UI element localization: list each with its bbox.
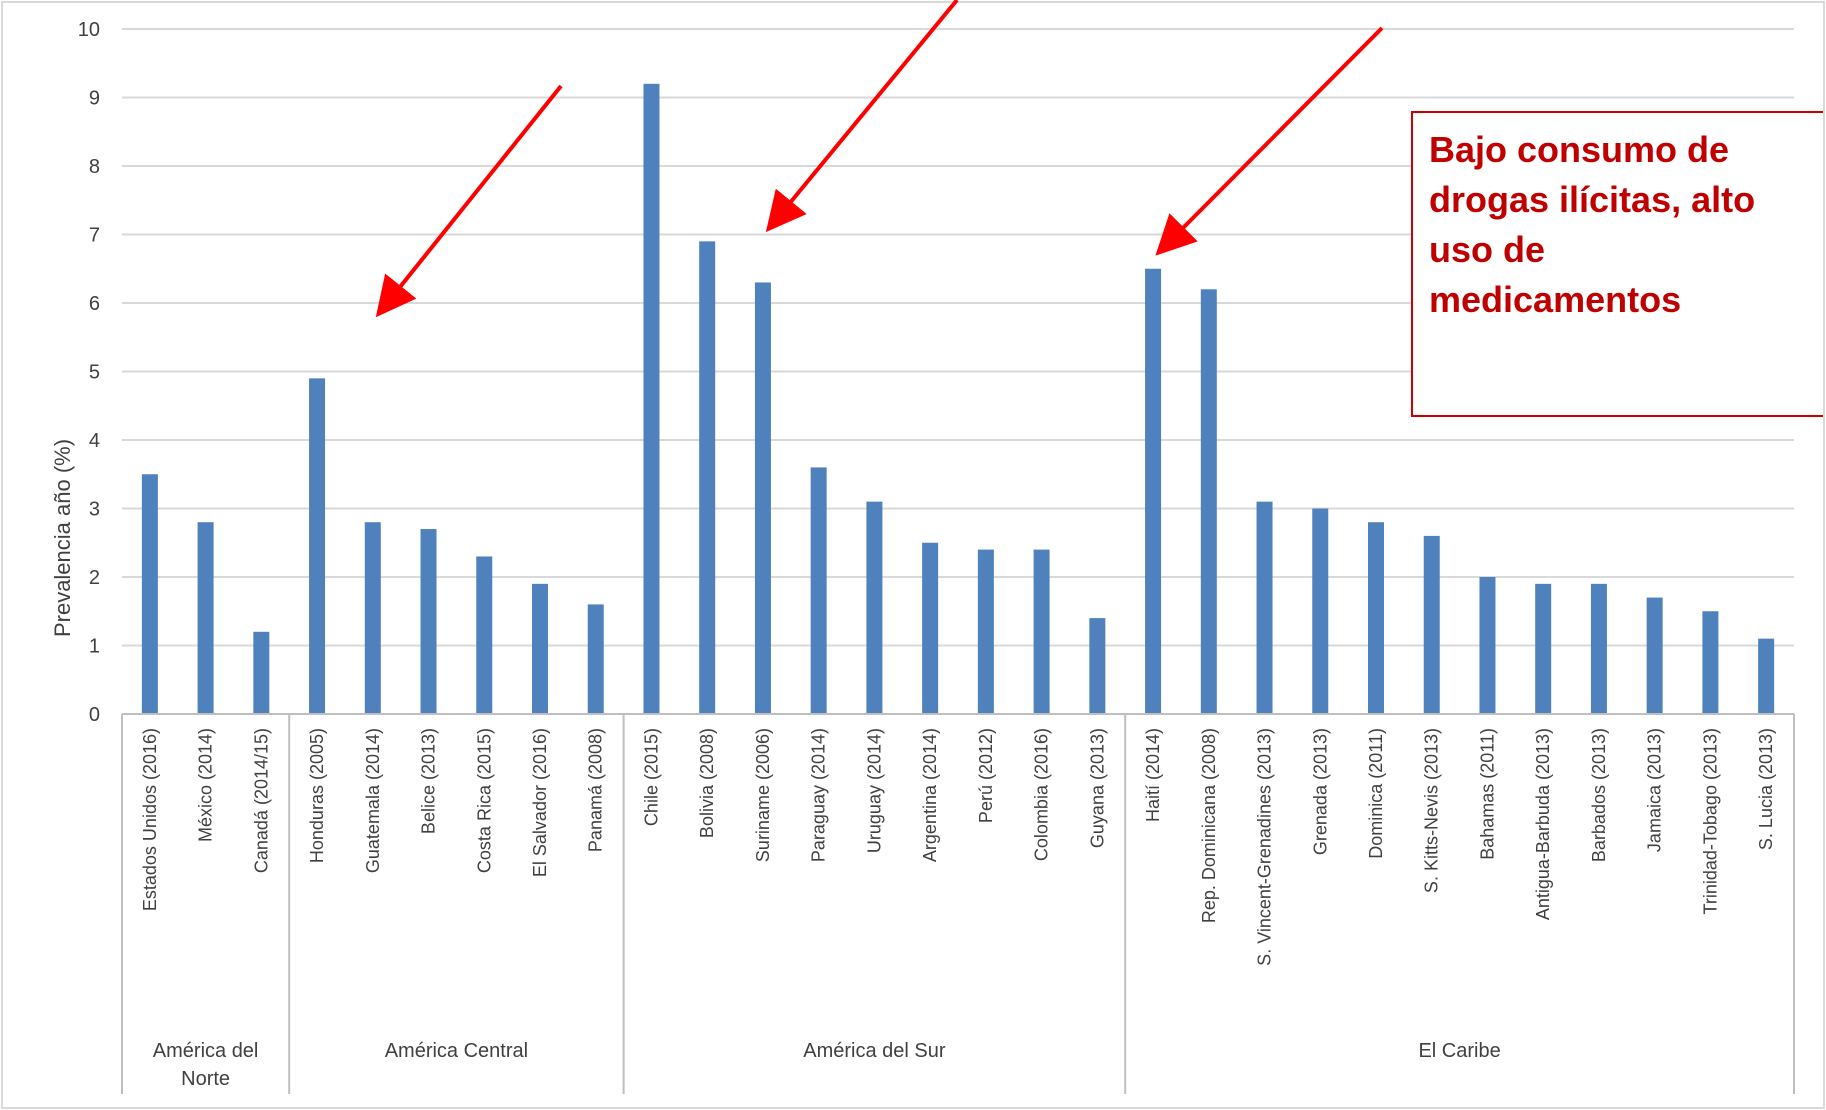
- y-tick-label: 1: [89, 636, 100, 658]
- bar: [810, 467, 827, 714]
- group-label: América del Sur: [803, 1040, 946, 1062]
- bar: [643, 83, 660, 715]
- red-arrow: [1155, 26, 1384, 256]
- x-category-label: Guyana (2013): [1087, 728, 1107, 848]
- bar: [1590, 583, 1607, 714]
- bar: [1535, 583, 1552, 714]
- bar: [141, 474, 158, 714]
- x-category-label: El Salvador (2016): [530, 728, 550, 877]
- bar: [1256, 501, 1273, 714]
- x-category-label: Panamá (2008): [586, 728, 606, 852]
- x-category-label: Haití (2014): [1143, 728, 1163, 822]
- bar: [532, 583, 548, 714]
- bar: [699, 241, 716, 714]
- bar: [1033, 549, 1050, 714]
- bar: [1423, 535, 1440, 714]
- y-tick-label: 5: [89, 362, 100, 384]
- arrows: [375, 0, 1384, 318]
- x-category-label: Colombia (2016): [1032, 728, 1052, 861]
- bar: [476, 556, 493, 714]
- x-category-label: Guatemala (2014): [363, 728, 383, 873]
- x-category-label: Costa Rica (2015): [474, 728, 494, 873]
- bar: [364, 522, 381, 714]
- bar: [1479, 577, 1496, 714]
- y-tick-label: 8: [89, 156, 100, 178]
- red-arrow: [375, 84, 563, 318]
- x-category-label: Estados Unidos (2016): [140, 728, 160, 911]
- x-category-label: Barbados (2013): [1589, 728, 1609, 862]
- bar: [1646, 597, 1663, 714]
- x-category-label: Honduras (2005): [307, 728, 327, 863]
- x-category-label: S. Vincent-Grenadines (2013): [1255, 728, 1275, 966]
- x-category-label: Argentina (2014): [920, 728, 940, 862]
- bar: [420, 529, 437, 714]
- group-label: América Central: [385, 1040, 528, 1062]
- bar: [1702, 611, 1719, 714]
- y-tick-label: 4: [89, 430, 100, 452]
- bar: [922, 542, 939, 714]
- y-tick-label: 0: [89, 704, 100, 726]
- bar: [197, 522, 214, 714]
- bar: [754, 282, 771, 714]
- y-tick-label: 10: [78, 19, 100, 41]
- x-axis-categories: Estados Unidos (2016) México (2014) Canadá…: [140, 728, 1776, 966]
- annotation-callout: Bajo consumo de drogas ilícitas, alto us…: [1411, 111, 1823, 417]
- y-tick-label: 9: [89, 88, 100, 110]
- y-axis-label: Prevalencia año (%): [50, 439, 75, 637]
- group-separators: América del Norte América Central América d…: [121, 713, 1795, 1094]
- bar: [1145, 268, 1162, 714]
- y-tick-label: 2: [89, 567, 100, 589]
- x-category-label: Dominica (2011): [1366, 728, 1386, 859]
- y-tick-label: 7: [89, 225, 100, 247]
- bar: [309, 378, 326, 714]
- bar: [1200, 289, 1217, 714]
- x-category-label: S. Kitts-Nevis (2013): [1422, 728, 1442, 893]
- group-label: El Caribe: [1418, 1040, 1500, 1062]
- y-axis-ticks: 0 1 2 3 4 5 6 7 8 9 10: [78, 19, 100, 726]
- x-category-label: Rep. Dominicana (2008): [1199, 728, 1219, 923]
- bar: [1368, 522, 1384, 714]
- red-arrow: [765, 0, 959, 233]
- x-category-label: Uruguay (2014): [864, 728, 884, 853]
- x-category-label: Paraguay (2014): [809, 728, 829, 862]
- x-category-label: Perú (2012): [976, 728, 996, 823]
- x-category-label: México (2014): [196, 728, 216, 842]
- x-category-label: Bahamas (2011): [1477, 728, 1497, 860]
- bar: [1089, 618, 1106, 714]
- x-category-label: Belice (2013): [419, 728, 439, 834]
- x-category-label: Bolivia (2008): [697, 728, 717, 838]
- x-category-label: Canadá (2014/15): [251, 728, 271, 873]
- x-category-label: Jamaica (2013): [1645, 728, 1665, 852]
- y-tick-label: 3: [89, 499, 100, 521]
- bar: [1312, 508, 1329, 714]
- x-category-label: Chile (2015): [641, 728, 661, 826]
- bar: [253, 631, 270, 714]
- x-category-label: Suriname (2006): [753, 728, 773, 862]
- bar: [977, 549, 994, 714]
- bar: [866, 501, 883, 714]
- x-category-label: Antigua-Barbuda (2013): [1533, 728, 1553, 920]
- x-category-label: S. Lucia (2013): [1756, 728, 1776, 850]
- x-category-label: Grenada (2013): [1310, 728, 1330, 855]
- bars: [141, 83, 1775, 715]
- y-tick-label: 6: [89, 293, 100, 315]
- bar: [1758, 638, 1775, 714]
- x-category-label: Trinidad-Tobago (2013): [1700, 728, 1720, 914]
- bar: [587, 604, 604, 714]
- group-label: América del Norte: [153, 1040, 259, 1090]
